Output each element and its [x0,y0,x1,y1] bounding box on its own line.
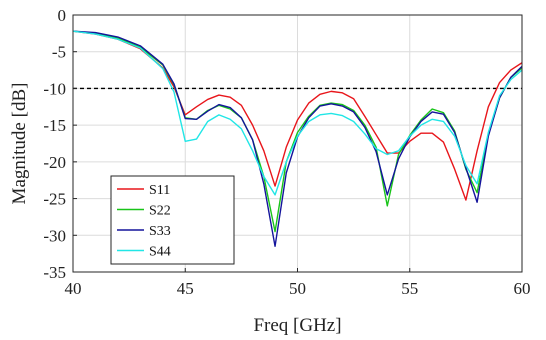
y-tick-label: -30 [43,226,66,245]
tick-labels: 40 45 50 55 60 0 -5 -10 -15 -20 -25 -30 -35 [43,6,530,298]
series-s44-line [72,30,523,196]
legend-label-s44: S44 [149,245,171,260]
legend-label-s33: S33 [149,224,171,239]
series-s33-line [72,30,523,248]
y-tick-label: 0 [58,6,67,25]
y-tick-label: -35 [43,263,66,282]
y-tick-label: -10 [43,79,66,98]
y-tick-label: -25 [43,190,66,209]
x-tick-label: 50 [289,279,306,298]
y-axis-label: Magnitude [dB] [9,83,30,205]
y-tick-label: -20 [43,153,66,172]
legend-box [110,175,235,265]
x-tick-label: 55 [401,279,418,298]
x-tick-label: 60 [514,279,531,298]
x-axis-label: Freq [GHz] [253,315,341,336]
x-tick-label: 40 [65,279,82,298]
legend-label-s22: S22 [149,204,171,219]
legend-label-s11: S11 [149,183,170,198]
series-layer [72,30,523,248]
y-tick-label: -5 [52,43,66,62]
legend: S11 S22 S33 S44 [110,175,235,265]
x-tick-label: 45 [177,279,194,298]
y-tick-label: -15 [43,116,66,135]
series-s11-line [72,30,523,201]
